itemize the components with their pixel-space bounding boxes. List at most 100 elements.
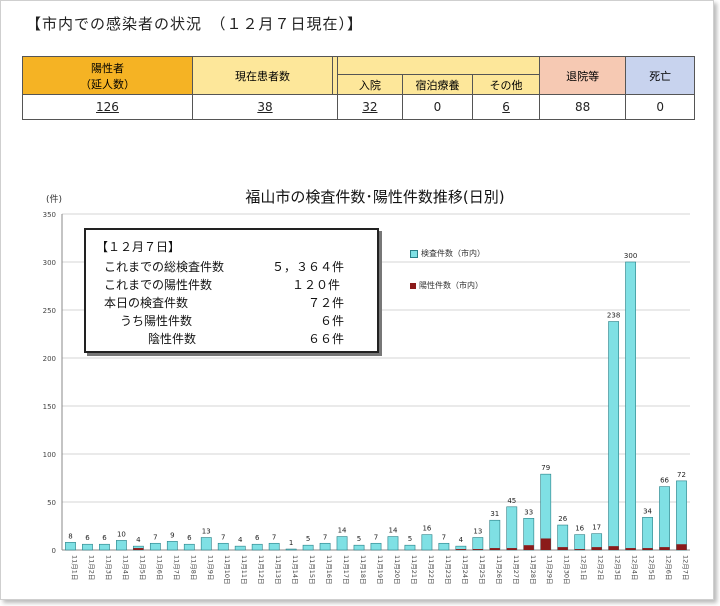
bar-value-label: 1	[289, 539, 293, 547]
x-tick-label: 11月7日	[172, 555, 180, 580]
bar-tests	[353, 544, 365, 551]
value-current[interactable]: 38	[191, 94, 339, 120]
x-tick-label: 11月8日	[189, 555, 197, 580]
x-tick-label: 11月28日	[529, 555, 537, 585]
value-positive-link[interactable]: 126	[96, 100, 119, 114]
y-tick-label: 350	[43, 211, 56, 219]
bar-value-label: 238	[607, 312, 620, 320]
bar-value-label: 14	[389, 527, 398, 535]
legend-positive: 陽性件数（市内）	[410, 280, 483, 291]
bar-positive	[455, 549, 466, 550]
bar-value-label: 9	[170, 531, 174, 539]
x-tick-label: 11月16日	[325, 555, 333, 585]
bar-tests	[438, 542, 450, 551]
bar-value-label: 26	[558, 515, 567, 523]
bar-positive	[574, 549, 585, 550]
bar-positive	[472, 549, 483, 550]
bar-value-label: 17	[592, 524, 601, 532]
header-death: 死亡	[625, 56, 695, 95]
bar-tests	[116, 540, 127, 551]
bar-value-label: 5	[357, 535, 361, 543]
bar-tests	[489, 519, 501, 551]
total-tests-label: これまでの総検査件数	[104, 260, 225, 274]
x-tick-label: 11月2日	[87, 555, 95, 580]
x-tick-label: 11月29日	[546, 555, 554, 585]
value-positive[interactable]: 126	[22, 94, 193, 120]
header-positive-sublabel: （延人数）	[79, 77, 135, 91]
x-tick-label: 12月6日	[665, 555, 673, 580]
bar-value-label: 7	[442, 533, 446, 541]
legend-tests-label: 検査件数（市内）	[421, 249, 485, 258]
bar-tests	[166, 541, 178, 551]
bar-value-label: 16	[575, 525, 584, 533]
x-tick-label: 12月1日	[580, 555, 588, 580]
bar-value-label: 72	[677, 471, 686, 479]
bar-tests	[421, 534, 433, 551]
y-tick-label: 50	[47, 499, 56, 507]
bar-value-label: 8	[68, 532, 72, 540]
summary-box: 【１２月７日】 これまでの総検査件数 ５，３６４件 これまでの陽性件数 １２０件…	[84, 228, 379, 353]
bar-tests	[251, 543, 263, 551]
value-other-link[interactable]: 6	[502, 100, 510, 114]
bar-tests	[574, 534, 586, 551]
legend-positive-swatch	[410, 282, 416, 289]
x-tick-label: 11月25日	[478, 555, 486, 585]
value-hospital-link[interactable]: 32	[362, 100, 378, 114]
x-tick-label: 11月4日	[121, 555, 129, 580]
bar-positive	[608, 546, 619, 550]
x-tick-label: 11月23日	[444, 555, 452, 585]
bar-value-label: 5	[408, 535, 412, 543]
bar-value-label: 4	[238, 536, 243, 544]
header-hospital: 入院	[337, 74, 403, 95]
bar-value-label: 10	[117, 530, 126, 538]
bar-tests	[200, 537, 212, 551]
x-tick-label: 11月22日	[427, 555, 435, 585]
value-other[interactable]: 6	[472, 94, 540, 120]
bar-value-label: 33	[524, 508, 533, 516]
header-discharged: 退院等	[538, 56, 627, 95]
x-tick-label: 11月18日	[359, 555, 367, 585]
today-negative-label: 陰性件数	[148, 332, 197, 346]
bar-value-label: 6	[187, 534, 192, 542]
x-tick-label: 11月12日	[257, 555, 265, 585]
bar-tests	[676, 480, 687, 551]
x-tick-label: 11月27日	[512, 555, 520, 585]
value-hotel: 0	[401, 94, 474, 120]
x-tick-label: 11月26日	[495, 555, 503, 585]
bar-value-label: 7	[153, 533, 157, 541]
bar-tests	[319, 542, 331, 551]
bar-positive	[133, 548, 144, 550]
bar-value-label: 6	[102, 534, 107, 542]
today-negative-value: ６６件	[308, 332, 345, 346]
bar-tests	[234, 545, 246, 551]
bar-value-label: 300	[624, 252, 637, 260]
bar-positive	[506, 548, 517, 550]
x-tick-label: 11月19日	[376, 555, 384, 585]
legend-tests-swatch	[410, 249, 418, 258]
y-axis-label: (件)	[46, 193, 62, 205]
value-current-link[interactable]: 38	[257, 100, 273, 114]
bar-value-label: 79	[541, 464, 550, 472]
x-tick-label: 11月30日	[563, 555, 571, 585]
header-positive-label: 陽性者	[90, 61, 124, 75]
value-discharged: 88	[538, 94, 627, 120]
x-tick-label: 12月5日	[648, 555, 656, 580]
bar-value-label: 4	[136, 536, 141, 544]
bar-value-label: 13	[202, 528, 211, 536]
bar-positive	[676, 544, 687, 550]
bar-value-label: 7	[374, 533, 378, 541]
bar-positive	[659, 547, 670, 550]
x-tick-label: 11月15日	[308, 555, 316, 585]
page-title: 【市内での感染者の状況 （１２月７日現在）】	[26, 15, 364, 33]
today-tests-value: ７２件	[308, 296, 345, 310]
bar-value-label: 4	[459, 536, 464, 544]
bar-tests	[659, 486, 670, 551]
today-positive-value: ６件	[320, 314, 345, 328]
bar-tests	[285, 548, 297, 551]
x-tick-label: 12月2日	[597, 555, 605, 580]
value-hospital[interactable]: 32	[337, 94, 403, 120]
bar-value-label: 6	[255, 534, 260, 542]
header-positive: 陽性者 （延人数）	[22, 56, 193, 95]
bar-tests	[217, 542, 229, 551]
